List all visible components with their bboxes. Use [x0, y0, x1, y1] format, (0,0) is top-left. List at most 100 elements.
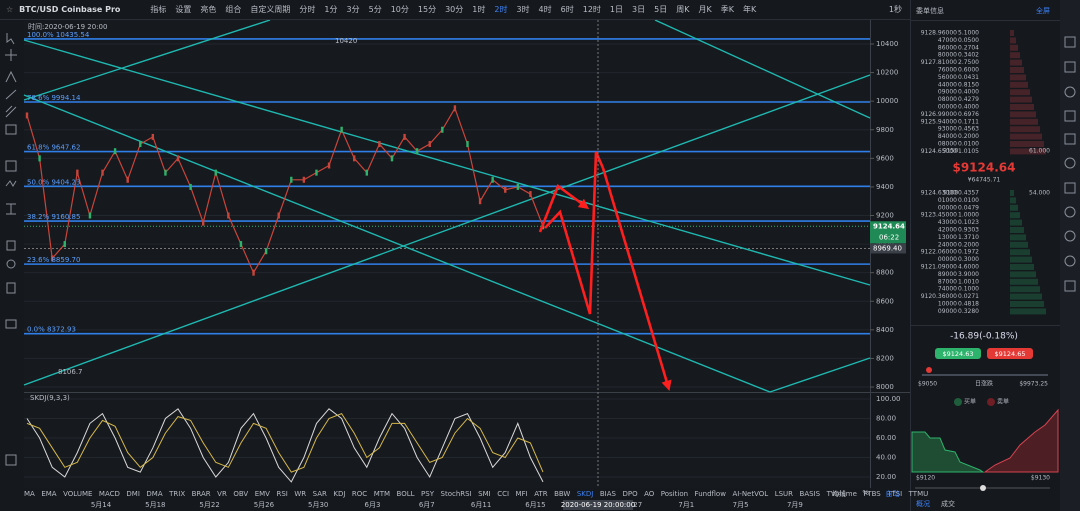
panel-tab[interactable]: 概况 [916, 499, 930, 508]
delete-tool[interactable] [6, 282, 16, 294]
indicator-tab[interactable]: MACD [98, 489, 120, 498]
rail-icon[interactable] [1064, 230, 1076, 242]
toolbar-button[interactable]: 指标 [150, 5, 167, 14]
rail-icon[interactable] [1064, 133, 1076, 145]
indicator-tab[interactable]: RSI [276, 489, 288, 498]
indicator-tab[interactable]: ROC [351, 489, 368, 498]
text-tool[interactable] [5, 70, 17, 83]
period-button[interactable]: 年K [742, 5, 757, 14]
rail-icon[interactable] [1064, 157, 1076, 169]
measure-tool[interactable] [6, 203, 16, 215]
period-button[interactable]: 5日 [654, 5, 668, 14]
indicator-tab[interactable]: EMA [41, 489, 57, 498]
toolbar-button[interactable]: 设置 [175, 5, 192, 14]
indicator-tab[interactable]: BASIS [799, 489, 821, 498]
indicator-tab[interactable]: MA [24, 489, 35, 498]
indicator-tab[interactable]: VOLUME [63, 489, 93, 498]
rail-icon[interactable] [1064, 36, 1076, 48]
scale-option[interactable]: 均线 [831, 489, 846, 498]
period-button[interactable]: 1分 [324, 5, 338, 14]
bid-button[interactable] [935, 348, 981, 359]
rail-icon[interactable] [1064, 86, 1076, 98]
indicator-tab[interactable]: TRIX [169, 489, 186, 498]
period-button[interactable]: 2时 [494, 5, 508, 14]
period-button[interactable]: 15分 [417, 5, 437, 14]
indicator-tab[interactable]: DPO [622, 489, 638, 498]
indicator-tab[interactable]: EMV [254, 489, 270, 498]
period-button[interactable]: 分时 [299, 5, 316, 14]
scale-option[interactable]: % [862, 488, 869, 497]
period-button[interactable]: 季K [720, 5, 734, 14]
seconds-toggle[interactable]: 1秒 [888, 5, 902, 14]
cursor-tool[interactable] [6, 33, 15, 45]
indicator-tab[interactable]: BBW [554, 489, 571, 498]
indicator-tab[interactable]: SKDJ [576, 489, 594, 498]
crosshair-tool[interactable] [5, 49, 17, 61]
ask-button-label[interactable]: $9124.65 [994, 350, 1025, 358]
star-icon[interactable]: ☆ [6, 5, 14, 14]
period-button[interactable]: 3分 [346, 5, 360, 14]
indicator-tab[interactable]: BIAS [599, 489, 616, 498]
period-button[interactable]: 30分 [445, 5, 464, 14]
indicator-tab[interactable]: TTSI [887, 489, 903, 498]
indicator-tab[interactable]: AI-NetVOL [732, 489, 769, 498]
indicator-tab[interactable]: StochRSI [440, 489, 472, 498]
ask-button[interactable] [987, 348, 1033, 359]
period-button[interactable]: 5分 [368, 5, 382, 14]
rail-icon[interactable] [1064, 61, 1076, 73]
indicator-tab[interactable]: TTMU [908, 489, 929, 498]
scale-option[interactable]: 自动 [885, 489, 900, 498]
settings-tool[interactable] [5, 319, 17, 329]
indicator-tab[interactable]: AO [644, 489, 655, 498]
indicator-tab[interactable]: FTBS [863, 489, 881, 498]
period-button[interactable]: 月K [698, 5, 712, 14]
indicator-tab[interactable]: CCI [497, 489, 510, 498]
indicator-tab[interactable]: WR [294, 489, 307, 498]
rail-icon[interactable] [1064, 255, 1076, 267]
hide-tool[interactable] [5, 454, 17, 466]
period-button[interactable]: 10分 [390, 5, 409, 14]
indicator-tab[interactable]: VR [217, 489, 227, 498]
period-button[interactable]: 周K [676, 5, 690, 14]
pattern-tool[interactable] [5, 160, 17, 172]
indicator-tab[interactable]: MTM [373, 489, 391, 498]
indicator-tab[interactable]: KDJ [333, 489, 346, 498]
channel-tool[interactable] [5, 105, 17, 118]
indicator-tab[interactable]: DMI [126, 489, 140, 498]
zoom-handle[interactable] [980, 485, 986, 491]
indicator-tab[interactable]: ATR [534, 489, 548, 498]
period-button[interactable]: 1时 [472, 5, 486, 14]
indicator-tab[interactable]: TVolume [826, 489, 857, 498]
line-tool[interactable] [5, 89, 17, 100]
lock-tool[interactable] [6, 240, 16, 251]
toolbar-button[interactable]: 组合 [225, 5, 242, 14]
panel-tab[interactable]: 成交 [941, 499, 955, 508]
symbol[interactable]: BTC/USD Coinbase Pro [19, 5, 121, 14]
indicator-tab[interactable]: LSUR [774, 489, 794, 498]
rail-icon[interactable] [1064, 280, 1076, 292]
indicator-tab[interactable]: Position [660, 489, 689, 498]
indicator-tab[interactable]: OBV [233, 489, 249, 498]
indicator-tab[interactable]: MFI [515, 489, 528, 498]
wave-tool[interactable] [5, 180, 17, 187]
indicator-tab[interactable]: SAR [312, 489, 327, 498]
indicator-tab[interactable]: PSY [421, 489, 434, 498]
period-menu[interactable]: 自定义周期 [250, 5, 291, 14]
toolbar-button[interactable]: 亮色 [200, 5, 217, 14]
indicator-tab[interactable]: SMI [478, 489, 491, 498]
period-button[interactable]: 6时 [560, 5, 574, 14]
period-button[interactable]: 4时 [538, 5, 552, 14]
fib-tool[interactable] [5, 124, 17, 135]
eye-tool[interactable] [6, 259, 16, 269]
indicator-tab[interactable]: DMA [146, 489, 163, 498]
rail-icon[interactable] [1064, 110, 1076, 122]
rail-icon[interactable] [1064, 206, 1076, 218]
period-button[interactable]: 1日 [609, 5, 624, 14]
fullscreen-button[interactable]: 全屏 [1036, 6, 1050, 15]
bid-button-label[interactable]: $9124.63 [942, 350, 973, 358]
indicator-tab[interactable]: BRAR [191, 489, 211, 498]
period-button[interactable]: 12时 [582, 5, 601, 14]
indicator-tab[interactable]: Fundflow [694, 489, 726, 498]
period-button[interactable]: 3日 [632, 5, 646, 14]
indicator-tab[interactable]: BOLL [396, 489, 415, 498]
